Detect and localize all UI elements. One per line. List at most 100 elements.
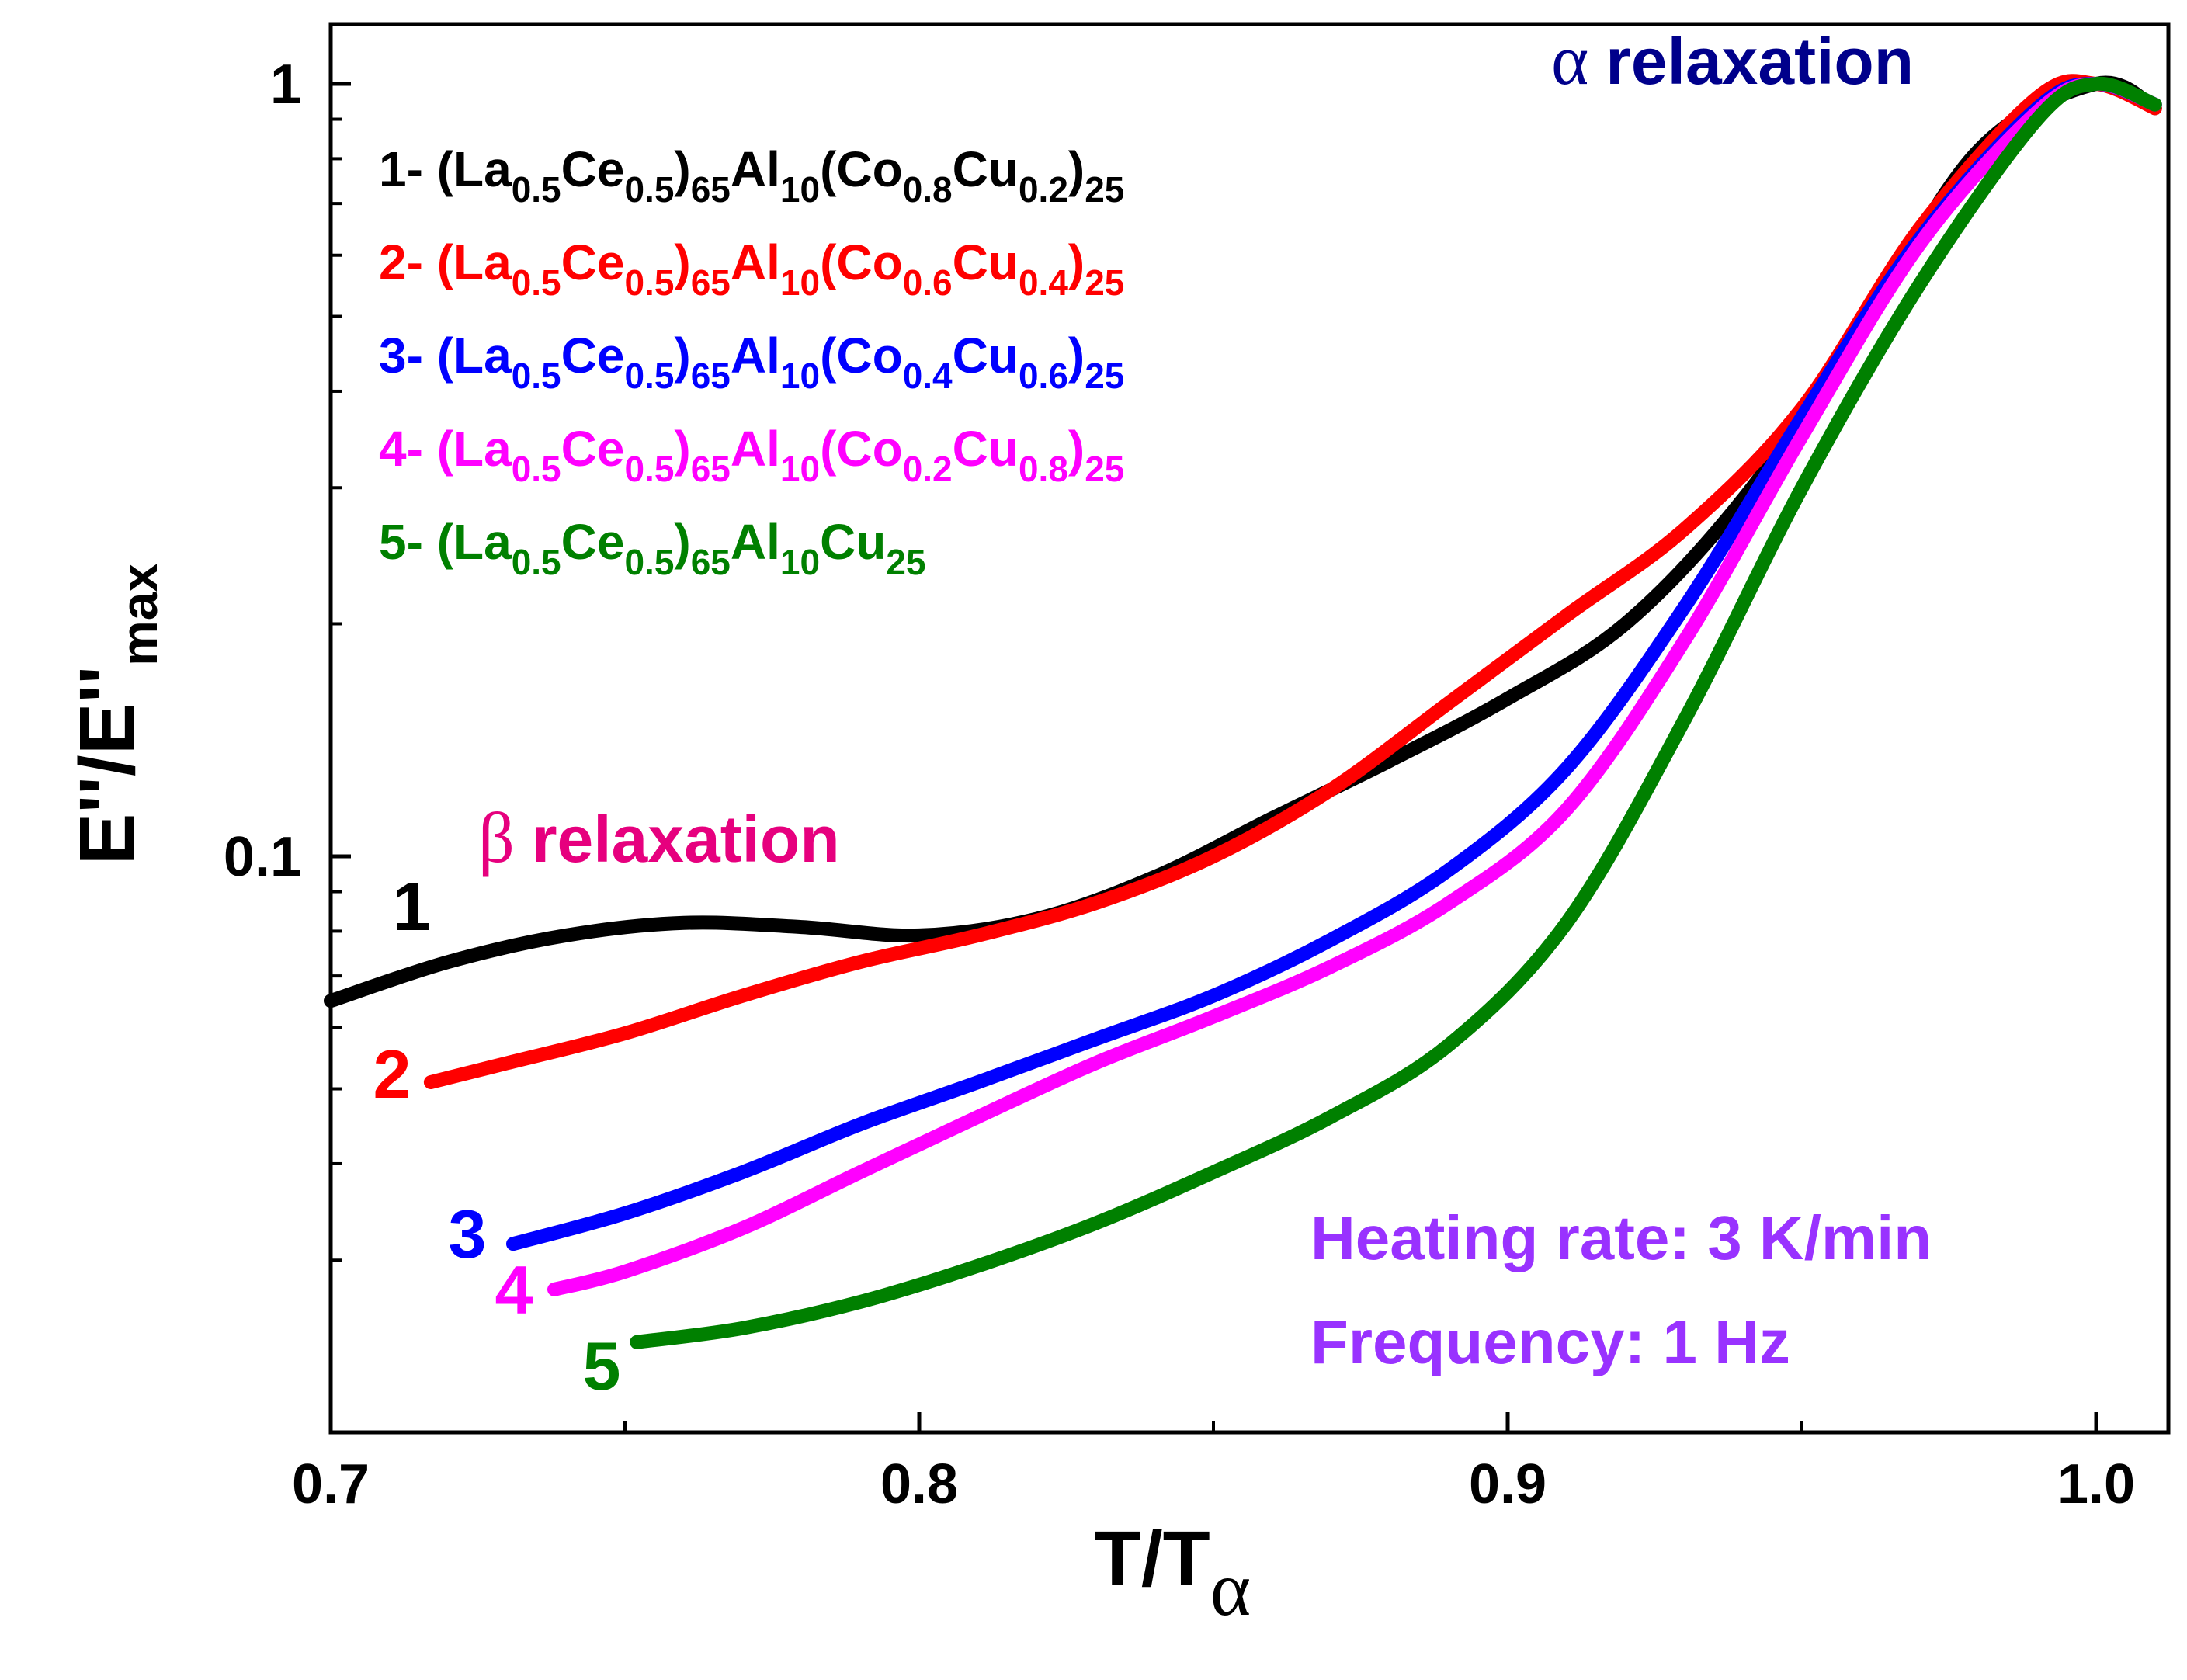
- legend-subscript: 0.5: [512, 356, 561, 396]
- legend-text: 4- (La: [379, 421, 512, 477]
- legend-subscript: 65: [691, 449, 731, 489]
- legend-text: 2- (La: [379, 234, 512, 290]
- legend-text: Al: [731, 328, 780, 384]
- legend-text: ): [674, 514, 690, 570]
- legend-subscript: 0.5: [624, 449, 674, 489]
- legend-text: 5- (La: [379, 514, 512, 570]
- legend-subscript: 0.6: [903, 262, 953, 303]
- legend-subscript: 0.8: [903, 169, 953, 210]
- legend-text: Cu: [953, 328, 1019, 384]
- series-4-label: 4: [495, 1251, 533, 1328]
- x-tick-label: 0.8: [880, 1453, 958, 1515]
- series-4-line: [547, 77, 2162, 1296]
- legend-subscript: 65: [691, 542, 731, 582]
- legend-text: (Co: [820, 141, 903, 197]
- legend-subscript: 0.5: [624, 169, 674, 210]
- series-3-label: 3: [449, 1196, 487, 1272]
- legend-subscript: 0.4: [903, 356, 953, 396]
- x-tick-label: 0.9: [1469, 1453, 1547, 1515]
- legend-text: Ce: [561, 328, 625, 384]
- legend-subscript: 0.5: [512, 262, 561, 303]
- legend-entry-5: 5- (La0.5Ce0.5)65Al10Cu25: [379, 514, 926, 582]
- legend-subscript: 0.2: [1019, 169, 1068, 210]
- legend-subscript: 0.4: [1019, 262, 1068, 303]
- legend-subscript: 0.5: [512, 542, 561, 582]
- legend-text: Cu: [953, 421, 1019, 477]
- series-5-label: 5: [583, 1328, 621, 1404]
- legend-text: 3- (La: [379, 328, 512, 384]
- series-2-label: 2: [373, 1036, 411, 1112]
- legend-subscript: 65: [691, 169, 731, 210]
- legend: 1- (La0.5Ce0.5)65Al10(Co0.8Cu0.2)252- (L…: [379, 141, 1124, 582]
- legend-subscript: 65: [691, 356, 731, 396]
- frequency-note: Frequency: 1 Hz: [1310, 1307, 1790, 1376]
- legend-subscript: 0.5: [512, 449, 561, 489]
- legend-subscript: 0.2: [903, 449, 953, 489]
- legend-subscript: 10: [780, 356, 820, 396]
- legend-text: (Co: [820, 328, 903, 384]
- y-axis-title: E''/E''max: [64, 564, 168, 866]
- legend-text: Ce: [561, 421, 625, 477]
- series-1-label: 1: [393, 868, 431, 945]
- legend-subscript: 0.8: [1019, 449, 1068, 489]
- y-tick-label: 1: [270, 54, 301, 116]
- beta-symbol: β: [478, 798, 515, 877]
- legend-text: Cu: [953, 141, 1019, 197]
- series-5-line: [630, 76, 2162, 1349]
- legend-subscript: 10: [780, 449, 820, 489]
- x-axis-title-main: T/T: [1094, 1515, 1210, 1602]
- legend-text: Al: [731, 421, 780, 477]
- legend-subscript: 65: [691, 262, 731, 303]
- legend-subscript: 10: [780, 169, 820, 210]
- beta-text: relaxation: [532, 803, 840, 876]
- legend-text: ): [674, 141, 690, 197]
- legend-text: Al: [731, 141, 780, 197]
- curve-labels: 1 2 345: [373, 868, 621, 1404]
- legend-subscript: 25: [1085, 262, 1124, 303]
- legend-text: Cu: [820, 514, 886, 570]
- plot-frame: [328, 22, 2171, 1435]
- legend-text: (Co: [820, 421, 903, 477]
- legend-text: 1- (La: [379, 141, 512, 197]
- x-axis-title: T/Tα: [1094, 1515, 1251, 1632]
- legend-entry-4: 4- (La0.5Ce0.5)65Al10(Co0.2Cu0.8)25: [379, 421, 1124, 489]
- legend-text: ): [1068, 141, 1085, 197]
- legend-subscript: 10: [780, 262, 820, 303]
- alpha-annotation: α relaxation: [1551, 20, 1914, 99]
- heating-rate-note: Heating rate: 3 K/min: [1310, 1203, 1932, 1272]
- legend-subscript: 0.5: [624, 356, 674, 396]
- legend-text: ): [1068, 421, 1085, 477]
- ticks-layer: 0.7 0.8 0.9 1.0 0.1 1: [224, 54, 2135, 1515]
- legend-text: Al: [731, 514, 780, 570]
- legend-text: Al: [731, 234, 780, 290]
- legend-text: ): [674, 328, 690, 384]
- legend-subscript: 25: [1085, 169, 1124, 210]
- alpha-symbol: α: [1551, 20, 1588, 99]
- series-layer: [324, 74, 2162, 1349]
- legend-text: ): [674, 421, 690, 477]
- alpha-text: relaxation: [1606, 25, 1914, 98]
- legend-text: Ce: [561, 141, 625, 197]
- y-axis-title-main: E''/E'': [64, 666, 151, 865]
- legend-subscript: 0.5: [512, 169, 561, 210]
- legend-text: Cu: [953, 234, 1019, 290]
- x-tick-label: 1.0: [2057, 1453, 2135, 1515]
- legend-text: ): [1068, 328, 1085, 384]
- legend-entry-3: 3- (La0.5Ce0.5)65Al10(Co0.4Cu0.6)25: [379, 328, 1124, 396]
- legend-text: ): [674, 234, 690, 290]
- legend-entry-1: 1- (La0.5Ce0.5)65Al10(Co0.8Cu0.2)25: [379, 141, 1124, 210]
- legend-entry-2: 2- (La0.5Ce0.5)65Al10(Co0.6Cu0.4)25: [379, 234, 1124, 303]
- legend-text: Ce: [561, 234, 625, 290]
- legend-subscript: 0.5: [624, 542, 674, 582]
- beta-annotation: β relaxation: [478, 798, 840, 877]
- legend-text: ): [1068, 234, 1085, 290]
- legend-text: Ce: [561, 514, 625, 570]
- x-axis-title-sub: α: [1210, 1546, 1251, 1632]
- legend-subscript: 10: [780, 542, 820, 582]
- y-tick-label: 0.1: [224, 826, 301, 888]
- legend-subscript: 0.6: [1019, 356, 1068, 396]
- legend-subscript: 25: [1085, 356, 1124, 396]
- legend-subscript: 25: [1085, 449, 1124, 489]
